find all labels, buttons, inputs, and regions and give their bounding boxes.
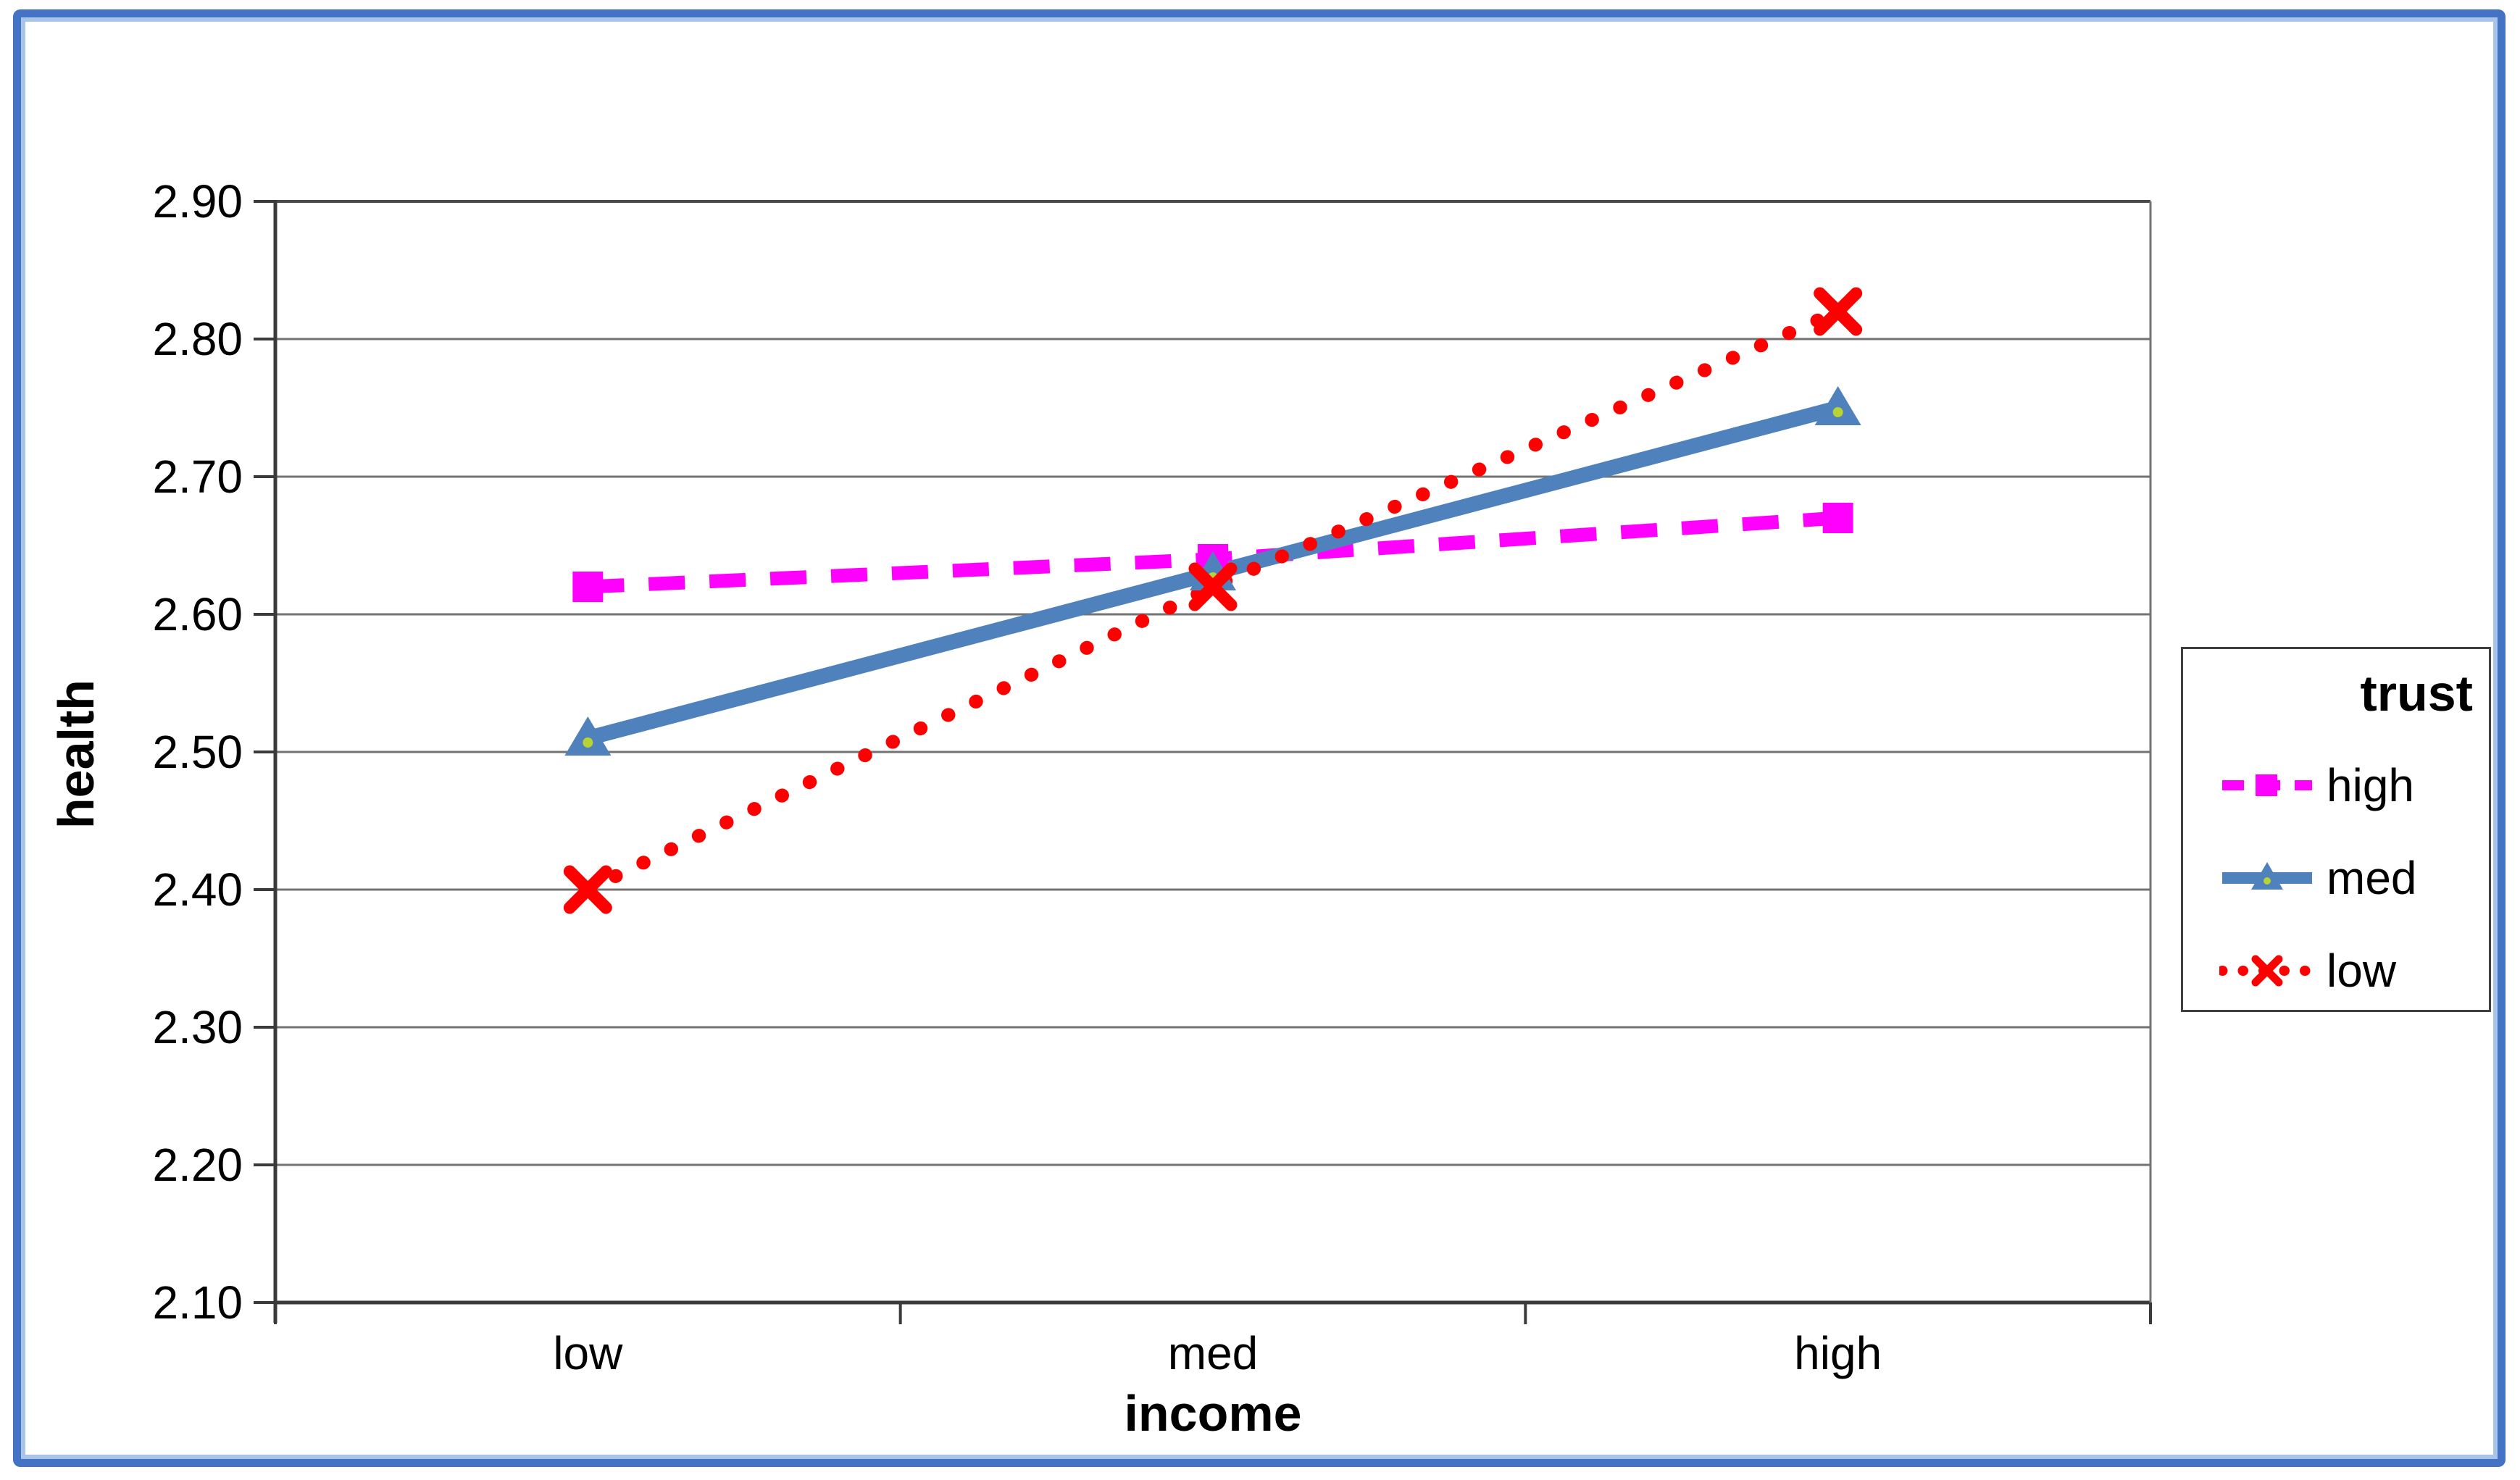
x-tick-label: high	[1794, 1327, 1882, 1379]
x-axis-title: income	[1124, 1385, 1302, 1442]
legend-entry-med: med	[2219, 842, 2417, 914]
marker-low-med	[1188, 562, 1238, 611]
legend-marker-low	[2219, 955, 2315, 987]
x-tick-label: med	[1167, 1327, 1259, 1379]
y-tick-label: 2.70	[152, 451, 243, 503]
series-line-low	[580, 304, 1845, 897]
marker-med-high	[1814, 386, 1861, 425]
marker-med-high-center-dot	[1832, 407, 1843, 417]
legend-entry-label: low	[2327, 945, 2397, 997]
y-tick-label: 2.90	[152, 175, 243, 227]
legend-entry-label: med	[2327, 852, 2417, 904]
legend-entry-label: high	[2327, 759, 2414, 811]
y-tick-label: 2.80	[152, 313, 243, 365]
legend-entry-high: high	[2219, 749, 2414, 821]
chart-outer-border	[13, 9, 2506, 1467]
legend-marker-high	[2222, 774, 2312, 796]
marker-med-low-center-dot	[583, 737, 593, 748]
legend-marker-med	[2222, 862, 2312, 890]
legend-entry-low: low	[2219, 935, 2396, 1007]
y-tick-label: 2.20	[152, 1139, 243, 1191]
marker-med-low	[564, 716, 612, 756]
y-tick-label: 2.50	[152, 726, 243, 778]
y-tick-label: 2.60	[152, 588, 243, 640]
y-tick-label: 2.40	[152, 864, 243, 916]
marker-low-high	[1814, 287, 1863, 336]
y-axis-title: health	[48, 679, 104, 829]
y-tick-label: 2.10	[152, 1276, 243, 1329]
marker-high-high	[1822, 503, 1853, 533]
y-tick-label: 2.30	[152, 1001, 243, 1053]
legend-title: trust	[2360, 665, 2473, 722]
x-tick-label: low	[553, 1327, 623, 1379]
legend: trust high med low	[2181, 647, 2491, 1012]
marker-low-low	[563, 865, 612, 914]
marker-high-low	[572, 572, 604, 602]
